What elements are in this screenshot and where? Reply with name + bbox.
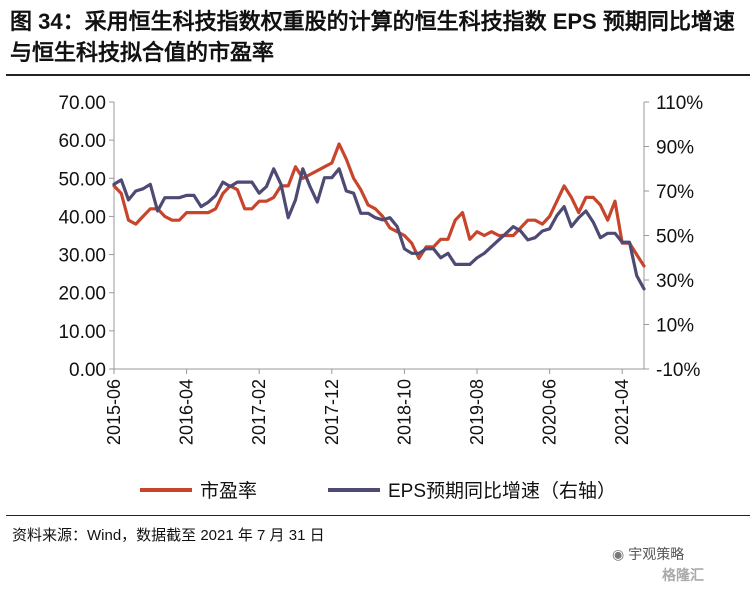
x-tick-label: 2019-08	[467, 379, 487, 445]
x-tick-label: 2017-02	[249, 379, 269, 445]
x-tick-label: 2021-04	[612, 379, 632, 445]
x-tick-label: 2018-10	[394, 379, 414, 445]
eps-growth-series-line	[112, 167, 646, 291]
left-tick-label: 40.00	[58, 207, 106, 228]
watermark-name: 宇观策略	[628, 546, 685, 562]
x-tick-label: 2017-12	[322, 379, 342, 445]
right-tick-label: 70%	[656, 182, 694, 203]
left-tick-label: 50.00	[58, 169, 106, 190]
left-tick-label: 70.00	[58, 93, 106, 114]
chart-title: 图 34：采用恒生科技指数权重股的计算的恒生科技指数 EPS 预期同比增速与恒生…	[10, 9, 735, 65]
dual-axis-line-chart: 0.00 10.00 20.00 30.00 40.00 50.00 60.00 70.00 -…	[58, 93, 703, 502]
right-tick-label: 10%	[656, 316, 694, 337]
left-tick-label: 60.00	[58, 131, 106, 152]
left-tick-label: 0.00	[69, 360, 106, 381]
right-tick-label: 90%	[656, 138, 694, 159]
legend-item-pe-label: 市盈率	[200, 480, 257, 502]
right-tick-label: 30%	[656, 271, 694, 292]
x-tick-label: 2020-06	[540, 379, 560, 445]
wechat-icon: ◉	[612, 546, 625, 562]
x-tick-label: 2015-06	[104, 379, 124, 445]
pe-series-line	[112, 142, 646, 268]
right-tick-label: 110%	[656, 93, 703, 114]
right-tick-label: 50%	[656, 227, 694, 248]
left-tick-label: 10.00	[58, 322, 106, 343]
left-tick-label: 20.00	[58, 284, 106, 305]
source-divider	[6, 515, 750, 516]
left-tick-label: 30.00	[58, 246, 106, 267]
title-divider	[6, 74, 750, 76]
source-note: 资料来源：Wind，数据截至 2021 年 7 月 31 日	[12, 527, 325, 544]
legend-item-eps-label: EPS预期同比增速（右轴）	[388, 480, 616, 502]
watermark-logo: 格隆汇	[662, 567, 704, 583]
watermark: ◉ 宇观策略	[612, 544, 684, 564]
x-tick-label: 2016-04	[177, 379, 197, 445]
right-tick-label: -10%	[656, 360, 700, 381]
